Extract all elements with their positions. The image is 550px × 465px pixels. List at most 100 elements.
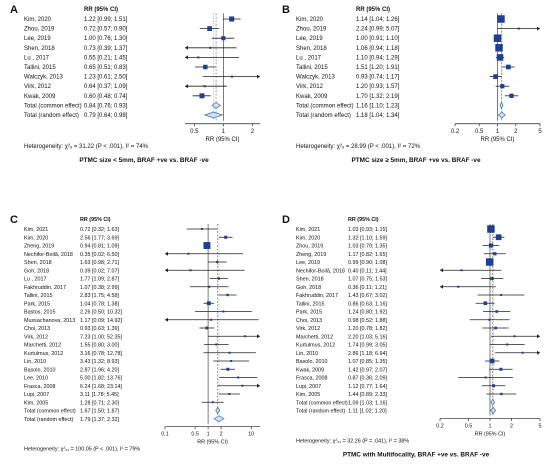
study-label: Lee, 2010: [24, 376, 48, 382]
study-ci-label: 0.39 [0.02; 7.07]: [80, 268, 119, 274]
study-label: Zhou, 2019: [296, 27, 327, 33]
study-square: [203, 242, 210, 249]
study-square: [499, 368, 502, 371]
total-label: Total (random effect): [296, 409, 346, 415]
study-square: [215, 344, 217, 346]
study-square: [485, 377, 487, 379]
study-ci-label: 1.63 [0.98; 2.71]: [80, 260, 119, 266]
study-ci-label: 1.07 [0.85; 1.35]: [348, 359, 387, 365]
study-ci-label: 0.60 [0.48; 0.74]: [84, 94, 128, 100]
total-ci-label: 0.79 [0.64; 0.98]: [84, 113, 128, 119]
study-square: [488, 319, 490, 321]
study-square: [209, 47, 211, 49]
study-label: Kwak, 2009: [24, 94, 56, 100]
study-square: [241, 385, 243, 387]
total-label: Total (common effect): [24, 103, 82, 109]
study-square: [201, 228, 203, 230]
x-axis-label: RR (95% CI): [197, 440, 228, 446]
study-label: Marchetti, 2012: [24, 343, 61, 349]
ci-overflow-arrow: [165, 252, 168, 256]
study-label: Choi, 2013: [24, 326, 50, 332]
study-ci-label: 1.55 [0.80; 3.00]: [80, 343, 119, 349]
ci-overflow-arrow: [185, 46, 188, 50]
study-ci-label: 1.03 [0.93; 1.15]: [348, 227, 387, 233]
study-square: [509, 94, 513, 98]
study-label: Frasca, 2008: [24, 384, 55, 390]
heterogeneity-label: Heterogeneity: χ²₂₁ = 32.26 (P = .041), …: [296, 438, 409, 444]
study-ci-label: 5.00 [1.82; 13.76]: [80, 376, 122, 382]
study-square: [189, 269, 191, 271]
study-label: Nechifor-Boilă, 2018: [24, 252, 73, 258]
study-ci-label: 1.17 [0.82; 1.65]: [348, 252, 387, 258]
study-ci-label: 2.86 [1.18; 6.94]: [348, 351, 387, 357]
summary-diamond: [491, 399, 495, 405]
panel-letter: B: [282, 4, 290, 16]
study-square: [207, 301, 211, 305]
total-label: Total (random effect): [24, 113, 79, 119]
study-label: Fakhruddin, 2017: [24, 285, 66, 291]
study-square: [483, 301, 487, 305]
study-ci-label: 0.93 [0.63; 1.39]: [80, 326, 119, 332]
study-ci-label: 2.83 [1.75; 4.58]: [80, 293, 119, 299]
study-square: [212, 401, 214, 403]
x-tick-label: 0.5: [190, 129, 199, 135]
study-ci-label: 0.86 [0.63; 1.16]: [348, 301, 387, 307]
study-label: Kim, 2020: [24, 17, 52, 23]
study-ci-label: 1.43 [0.67; 3.02]: [348, 293, 387, 299]
study-square: [224, 236, 227, 239]
study-ci-label: 0.93 [0.74; 1.17]: [356, 75, 400, 81]
study-label: Shen, 2018: [24, 46, 55, 52]
study-ci-label: 0.99 [0.90; 1.08]: [348, 260, 387, 266]
study-square: [218, 277, 220, 279]
study-square: [229, 352, 231, 354]
ci-column-header: RR (95% CI): [348, 217, 379, 223]
study-ci-label: 1.03 [0.79; 1.35]: [348, 244, 387, 250]
summary-diamond: [216, 408, 220, 414]
x-tick-label: 2: [220, 432, 223, 438]
total-ci-label: 1.67 [1.50; 1.87]: [80, 409, 119, 415]
ci-overflow-arrow: [257, 384, 260, 388]
x-tick-label: 1: [489, 423, 492, 429]
summary-diamond: [214, 416, 224, 422]
study-square: [506, 65, 511, 70]
ci-overflow-arrow: [257, 334, 260, 338]
study-ci-label: 1.17 [0.09; 14.92]: [80, 318, 122, 324]
study-square: [494, 327, 497, 330]
study-square: [244, 335, 246, 337]
study-square: [518, 28, 520, 30]
study-label: Tallini, 2015: [296, 301, 324, 307]
study-square: [187, 253, 189, 255]
study-label: Kim, 2020: [296, 17, 324, 23]
study-ci-label: 7.23 [1.00; 52.35]: [80, 334, 122, 340]
study-square: [205, 327, 208, 330]
study-square: [491, 277, 494, 280]
study-ci-label: 1.77 [1.09; 2.87]: [80, 277, 119, 283]
x-tick-label: 2: [514, 129, 518, 135]
study-square: [486, 258, 494, 266]
study-ci-label: 2.56 [1.77; 3.69]: [80, 235, 119, 241]
study-ci-label: 1.24 [0.80; 1.92]: [348, 310, 387, 316]
total-ci-label: 1.16 [1.10; 1.23]: [356, 103, 400, 109]
x-axis-label: RR (95% CI): [480, 137, 514, 143]
study-label: Virk, 2012: [24, 334, 48, 340]
study-ci-label: 1.70 [1.32; 2.19]: [356, 94, 400, 100]
study-ci-label: 1.12 [0.77; 1.64]: [348, 384, 387, 390]
study-label: Shen, 2018: [24, 260, 52, 266]
study-square: [222, 311, 224, 313]
summary-diamond: [491, 408, 496, 414]
study-square: [207, 26, 212, 31]
summary-diamond: [499, 112, 506, 118]
study-ci-label: 6.24 [1.68; 23.14]: [80, 384, 122, 390]
study-label: Kim, 2021: [296, 227, 320, 233]
total-label: Total (common effect): [24, 409, 76, 415]
study-square: [457, 286, 459, 288]
study-ci-label: 1.74 [0.99; 3.05]: [348, 343, 387, 349]
x-tick-label: 10: [248, 432, 254, 438]
study-square: [229, 16, 234, 21]
study-ci-label: 0.73 [0.39; 1.37]: [84, 46, 128, 52]
study-label: Kim, 2020: [296, 235, 320, 241]
x-tick-label: 5: [538, 129, 542, 135]
summary-diamond: [205, 112, 223, 118]
